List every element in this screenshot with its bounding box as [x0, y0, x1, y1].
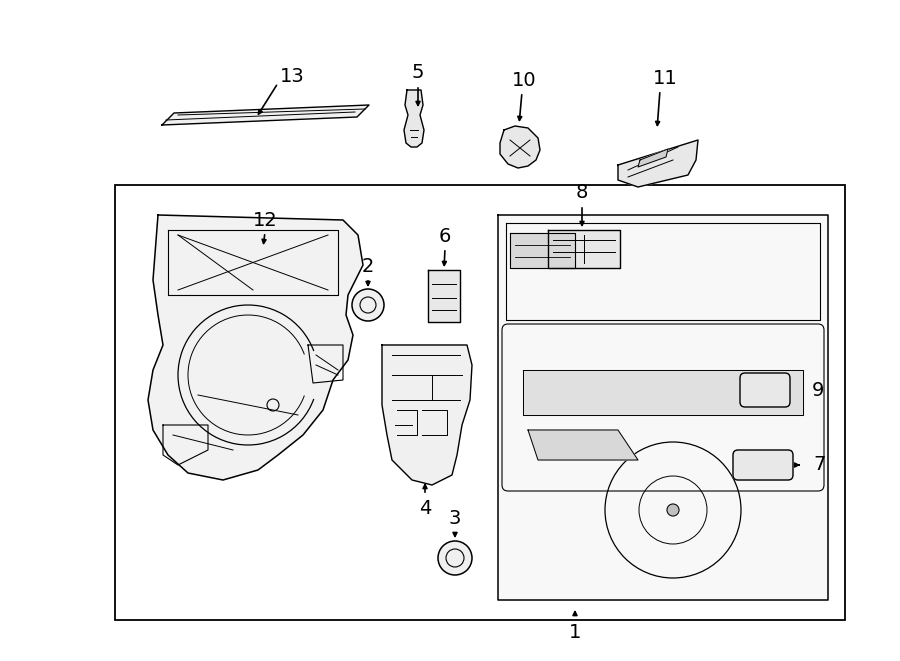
Polygon shape	[500, 126, 540, 168]
Circle shape	[352, 289, 384, 321]
Text: 1: 1	[569, 623, 581, 641]
Polygon shape	[382, 345, 472, 485]
Polygon shape	[498, 215, 828, 600]
Text: 3: 3	[449, 508, 461, 527]
Text: 2: 2	[362, 258, 374, 276]
FancyBboxPatch shape	[740, 373, 790, 407]
Polygon shape	[523, 370, 803, 415]
Bar	[115, 185, 845, 620]
Text: 4: 4	[418, 498, 431, 518]
Circle shape	[667, 504, 679, 516]
Text: 12: 12	[253, 210, 277, 229]
Text: 7: 7	[814, 455, 826, 475]
Text: 5: 5	[412, 63, 424, 83]
Polygon shape	[404, 90, 424, 147]
Circle shape	[438, 541, 472, 575]
FancyBboxPatch shape	[733, 450, 793, 480]
Polygon shape	[148, 215, 363, 480]
Text: 10: 10	[512, 71, 536, 89]
Polygon shape	[548, 230, 620, 268]
Text: 11: 11	[652, 69, 678, 87]
Text: 13: 13	[280, 67, 304, 85]
Polygon shape	[638, 149, 668, 167]
Text: 9: 9	[812, 381, 824, 399]
Polygon shape	[618, 140, 698, 187]
Polygon shape	[428, 270, 460, 322]
Text: 8: 8	[576, 184, 589, 202]
Polygon shape	[162, 105, 369, 125]
Text: 6: 6	[439, 227, 451, 245]
Polygon shape	[510, 233, 575, 268]
Polygon shape	[528, 430, 638, 460]
